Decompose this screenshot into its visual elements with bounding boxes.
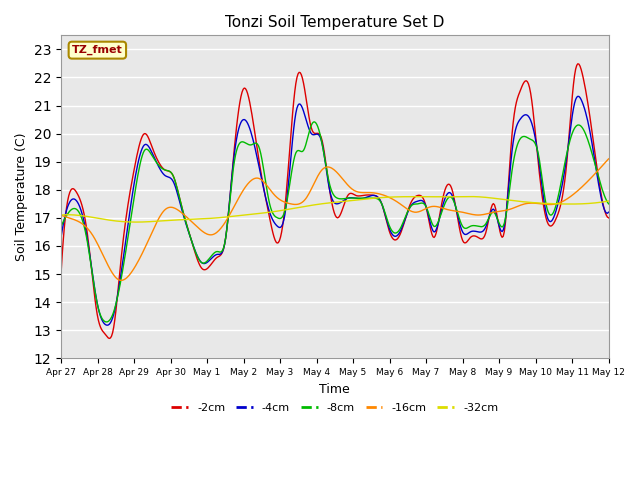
-4cm <box>507 159 515 165</box>
-32cm <box>318 201 326 206</box>
-2cm <box>322 157 330 163</box>
-32cm <box>464 193 472 199</box>
-16cm <box>118 277 125 283</box>
-2cm <box>384 224 392 230</box>
Title: Tonzi Soil Temperature Set D: Tonzi Soil Temperature Set D <box>225 15 445 30</box>
-16cm <box>605 156 612 162</box>
-32cm <box>508 198 516 204</box>
-16cm <box>355 189 362 195</box>
-8cm <box>605 201 612 207</box>
Line: -8cm: -8cm <box>61 122 609 322</box>
-8cm <box>310 119 318 125</box>
-4cm <box>355 196 362 202</box>
-2cm <box>355 193 362 199</box>
-8cm <box>594 171 602 177</box>
-2cm <box>318 138 326 144</box>
-2cm <box>594 169 602 175</box>
-32cm <box>355 197 362 203</box>
-4cm <box>57 235 65 240</box>
-8cm <box>319 147 327 153</box>
-8cm <box>323 166 330 172</box>
-4cm <box>318 141 326 147</box>
-2cm <box>605 215 612 221</box>
-2cm <box>106 336 113 341</box>
-32cm <box>384 194 392 200</box>
-16cm <box>507 206 515 212</box>
-4cm <box>605 209 612 215</box>
Legend: -2cm, -4cm, -8cm, -16cm, -32cm: -2cm, -4cm, -8cm, -16cm, -32cm <box>167 398 502 417</box>
-2cm <box>507 145 515 151</box>
Line: -2cm: -2cm <box>61 64 609 338</box>
-8cm <box>385 222 393 228</box>
-2cm <box>574 61 582 67</box>
-8cm <box>356 195 364 201</box>
-32cm <box>594 200 602 205</box>
-4cm <box>574 94 582 99</box>
X-axis label: Time: Time <box>319 383 350 396</box>
Line: -4cm: -4cm <box>61 96 609 325</box>
-32cm <box>133 219 141 225</box>
Line: -16cm: -16cm <box>61 159 609 280</box>
-2cm <box>57 271 65 277</box>
Text: TZ_fmet: TZ_fmet <box>72 45 123 55</box>
-8cm <box>57 223 65 229</box>
-16cm <box>322 165 330 170</box>
-32cm <box>605 198 612 204</box>
-4cm <box>384 222 392 228</box>
Line: -32cm: -32cm <box>61 196 609 222</box>
-4cm <box>322 161 330 167</box>
-16cm <box>384 194 392 200</box>
-4cm <box>103 323 111 328</box>
-32cm <box>57 212 65 218</box>
-8cm <box>508 168 516 174</box>
Y-axis label: Soil Temperature (C): Soil Temperature (C) <box>15 132 28 261</box>
-32cm <box>322 201 330 206</box>
-16cm <box>57 212 65 218</box>
-4cm <box>594 175 602 181</box>
-16cm <box>593 169 600 175</box>
-8cm <box>102 319 110 325</box>
-16cm <box>318 167 326 172</box>
